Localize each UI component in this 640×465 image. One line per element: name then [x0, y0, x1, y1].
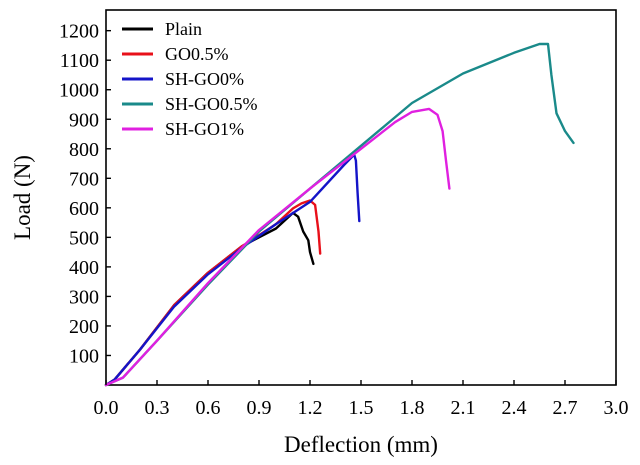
x-tick-label: 2.1 [451, 397, 476, 419]
plot-frame [105, 9, 617, 386]
x-axis-title: Deflection (mm) [284, 432, 438, 457]
y-tick-label: 600 [69, 198, 99, 220]
x-tick-label: 0.3 [145, 397, 170, 419]
y-tick-label: 900 [69, 109, 99, 131]
axes-layer: 0.0 0.3 0.6 0.9 1.2 1.5 1.8 2.1 2.4 2.7 3.0 100 200 3… [59, 21, 629, 419]
x-tick-label: 1.8 [400, 397, 425, 419]
y-tick-label: 1200 [59, 21, 99, 43]
legend-label-2: SH-GO0% [165, 69, 244, 89]
x-tick-label: 0.9 [247, 397, 272, 419]
y-tick-label: 700 [69, 168, 99, 190]
y-tick-label: 1000 [59, 80, 99, 102]
x-tick-label: 2.7 [553, 397, 578, 419]
legend-label-1: GO0.5% [165, 44, 229, 64]
legend: Plain GO0.5% SH-GO0% SH-GO0.5% SH-GO1% [122, 19, 258, 139]
series-line-2 [104, 153, 361, 387]
plot-area [105, 9, 617, 386]
y-tick-label: 300 [69, 286, 99, 308]
y-tick-label: 400 [69, 257, 99, 279]
legend-label-3: SH-GO0.5% [165, 94, 258, 114]
legend-label-4: SH-GO1% [165, 119, 244, 139]
y-tick-label: 100 [69, 345, 99, 367]
y-tick-label: 800 [69, 139, 99, 161]
y-tick-label: 1100 [60, 50, 99, 72]
legend-label-0: Plain [165, 19, 202, 39]
x-tick-label: 1.5 [349, 397, 374, 419]
y-tick-label: 200 [69, 316, 99, 338]
x-tick-label: 1.2 [298, 397, 323, 419]
x-tick-label: 2.4 [502, 397, 527, 419]
series-line-4 [104, 107, 451, 387]
x-tick-label: 0.6 [196, 397, 221, 419]
series-layer [104, 42, 575, 387]
x-tick-label: 3.0 [604, 397, 629, 419]
y-tick-label: 500 [69, 227, 99, 249]
x-tick-label: 0.0 [94, 397, 119, 419]
y-axis-title: Load (N) [10, 155, 35, 240]
